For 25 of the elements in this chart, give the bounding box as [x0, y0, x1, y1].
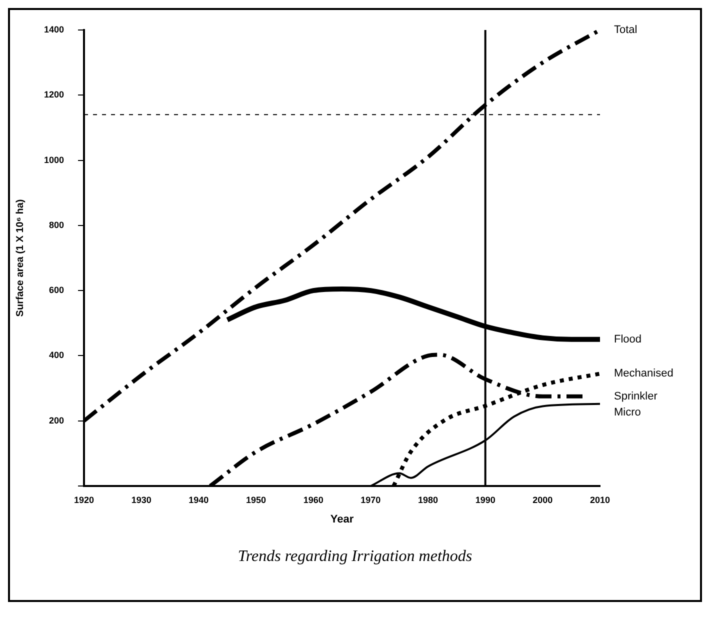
- y-tick-label: 800: [48, 220, 64, 230]
- x-tick-label: 1980: [418, 494, 438, 505]
- x-tick-label: 1950: [246, 494, 266, 505]
- x-tick-label: 2000: [532, 494, 553, 505]
- x-tick-label: 1970: [360, 494, 381, 505]
- x-tick-label: 1990: [475, 494, 496, 505]
- x-tick-label: 2010: [590, 494, 610, 505]
- x-tick-label: 1920: [74, 494, 94, 505]
- y-tick-label: 200: [48, 415, 64, 426]
- y-axis-title: Surface area (1 X 10⁶ ha): [14, 199, 26, 317]
- x-tick-label: 1960: [303, 494, 324, 505]
- text: Trends regarding Irrigation methods: [236, 548, 474, 566]
- x-tick-label: 1940: [188, 494, 209, 505]
- y-tick-label: 400: [48, 350, 64, 360]
- x-axis-title: Year: [330, 513, 354, 526]
- y-tick-label: 1000: [44, 154, 64, 165]
- series-label: Flood: [614, 333, 642, 346]
- x-tick-label: 1930: [131, 494, 152, 505]
- y-tick-label: 1400: [44, 24, 64, 34]
- series-label: Total: [614, 24, 638, 36]
- series-label: Micro: [614, 406, 641, 418]
- y-tick-label: 1200: [44, 90, 64, 100]
- series-label: Mechanised: [614, 368, 674, 380]
- text: Sprinkler: [614, 390, 658, 402]
- y-tick-label: 600: [48, 285, 64, 296]
